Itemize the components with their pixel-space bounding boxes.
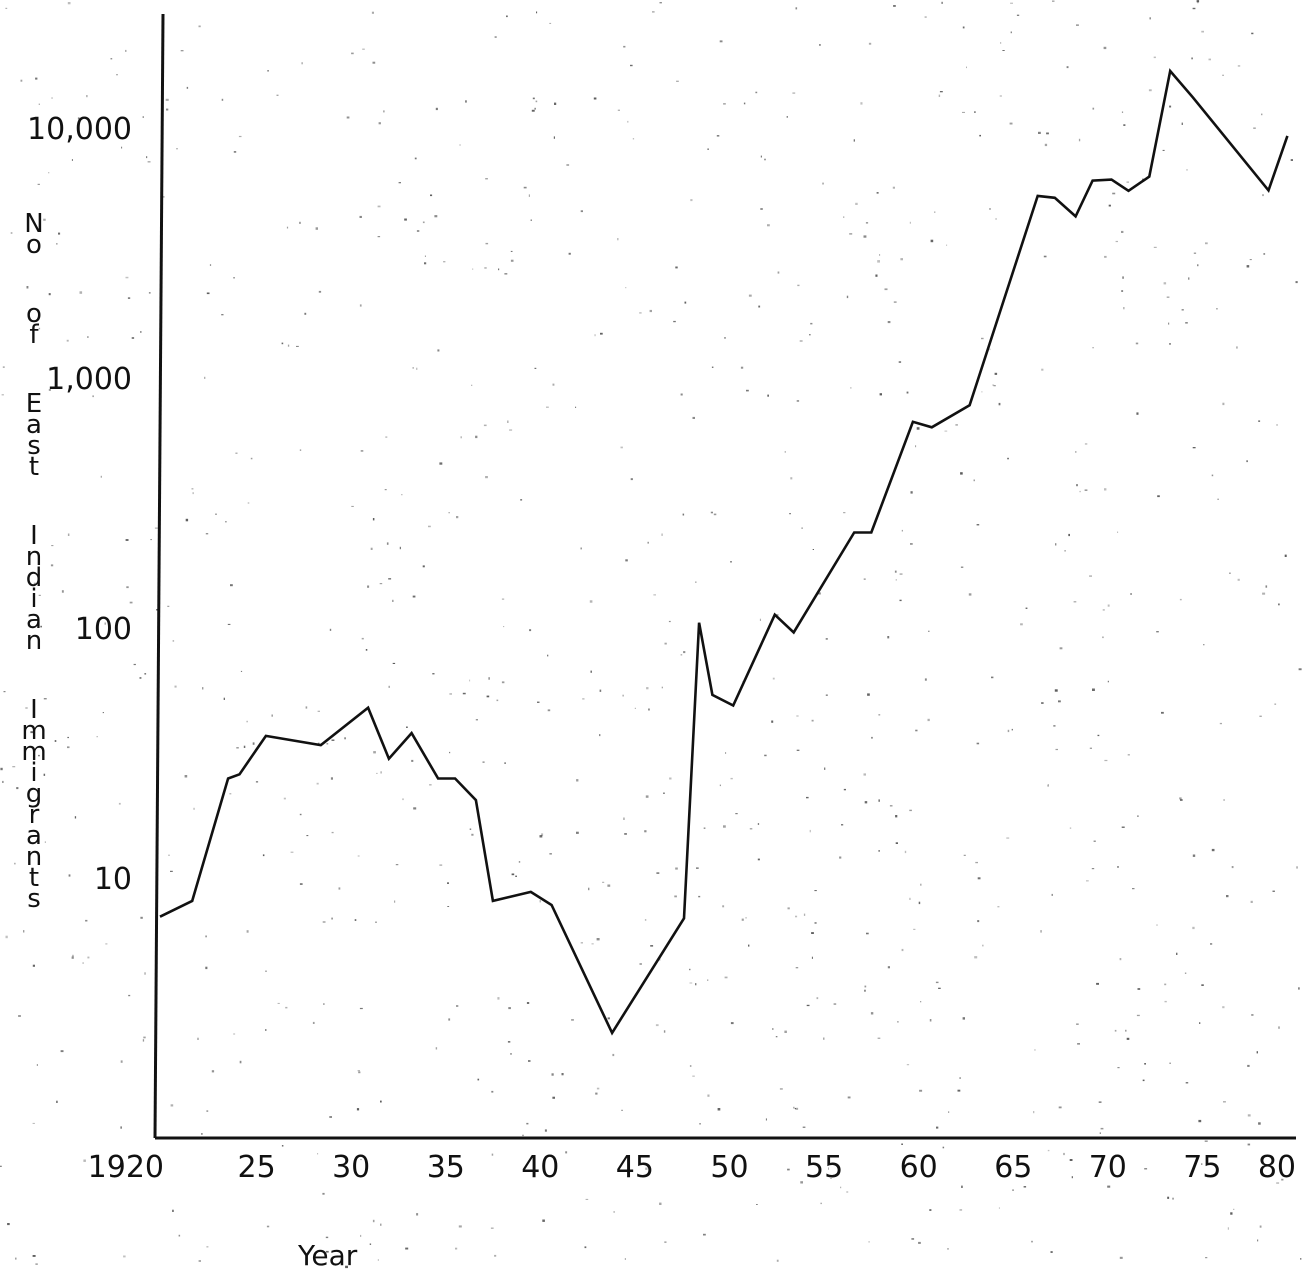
svg-text:d: d: [26, 563, 43, 593]
svg-text:a: a: [26, 821, 42, 851]
series-line: [159, 68, 1289, 1036]
x-tick-label: 45: [616, 1150, 654, 1185]
svg-text:r: r: [29, 800, 40, 830]
x-tick-label: 40: [521, 1150, 559, 1185]
svg-text:s: s: [27, 431, 41, 461]
svg-text:a: a: [26, 605, 42, 635]
x-tick-label: 65: [994, 1150, 1032, 1185]
svg-text:m: m: [21, 737, 46, 767]
svg-text:s: s: [27, 884, 41, 914]
svg-text:N: N: [24, 209, 43, 239]
svg-text:n: n: [26, 542, 42, 572]
y-tick-label: 100: [75, 612, 132, 647]
x-tick-label: 50: [710, 1150, 748, 1185]
svg-text:n: n: [26, 842, 42, 872]
svg-text:o: o: [26, 299, 42, 329]
y-tick-label: 10: [94, 862, 132, 897]
svg-text:t: t: [29, 452, 39, 482]
svg-text:I: I: [30, 695, 38, 725]
y-tick-label: 1,000: [46, 362, 132, 397]
svg-text:a: a: [26, 410, 42, 440]
svg-text:i: i: [30, 584, 37, 614]
y-tick-label: 10,000: [27, 112, 132, 147]
x-tick-label: 1920: [88, 1150, 164, 1185]
svg-text:E: E: [26, 389, 42, 419]
x-tick-label: 75: [1183, 1150, 1221, 1185]
x-tick-label: 35: [427, 1150, 465, 1185]
svg-text:g: g: [26, 779, 43, 809]
x-tick-label: 30: [332, 1150, 370, 1185]
x-tick-label: 80: [1258, 1150, 1296, 1185]
y-axis-line: [153, 13, 165, 1139]
svg-text:i: i: [30, 758, 37, 788]
svg-text:o: o: [26, 230, 42, 260]
svg-text:m: m: [21, 716, 46, 746]
svg-text:f: f: [29, 320, 39, 350]
x-tick-label: 70: [1089, 1150, 1127, 1185]
svg-text:t: t: [29, 863, 39, 893]
x-tick-label: 25: [238, 1150, 276, 1185]
x-axis-label: Year: [297, 1239, 358, 1270]
x-tick-label: 55: [805, 1150, 843, 1185]
svg-text:n: n: [26, 626, 42, 656]
x-tick-label: 60: [900, 1150, 938, 1185]
svg-text:I: I: [30, 521, 38, 551]
